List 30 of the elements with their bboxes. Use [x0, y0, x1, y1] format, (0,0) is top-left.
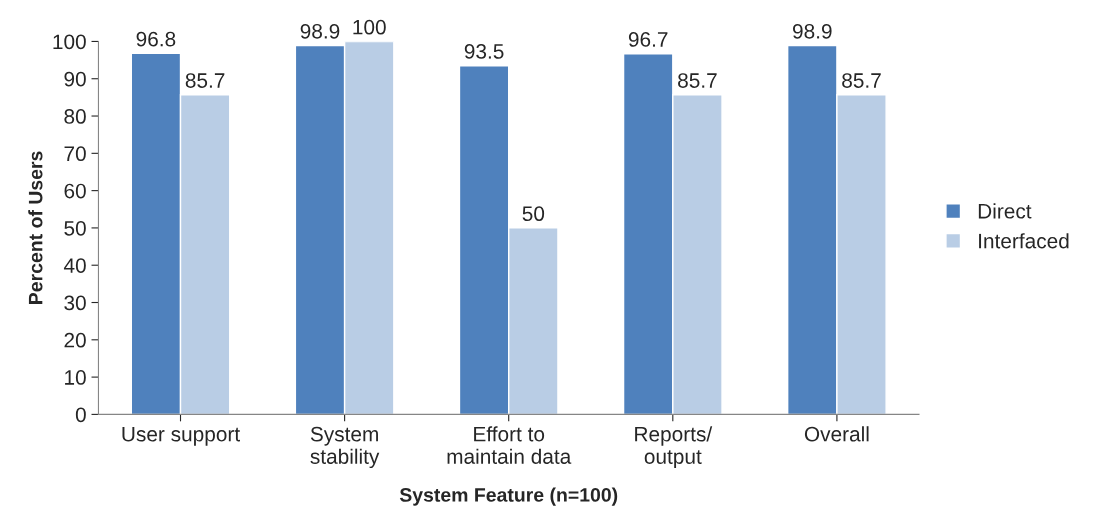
data-label: 96.8	[136, 31, 176, 47]
y-tick-label: 0	[75, 407, 86, 423]
data-label: 96.7	[628, 32, 668, 47]
x-tick-label: System stability	[310, 426, 380, 469]
x-tick-label: Effort to maintain data	[447, 426, 572, 464]
x-tick-label: User support	[122, 426, 240, 446]
x-tick-label: Reports/ output	[635, 426, 713, 469]
data-label: 85.7	[185, 73, 225, 88]
y-tick-label: 90	[64, 71, 86, 87]
data-label: 98.9	[300, 23, 340, 39]
y-tick-label: 40	[63, 258, 86, 273]
legend-label: Direct	[978, 203, 1032, 219]
data-label: 50	[522, 206, 545, 222]
y-axis-title: Percent of Users	[28, 151, 43, 304]
y-tick-label: 20	[64, 332, 86, 348]
y-tick-label: 60	[64, 183, 86, 199]
data-label: 100	[353, 19, 386, 35]
data-label: 85.7	[678, 73, 717, 88]
y-tick-label: 70	[64, 146, 86, 162]
data-label: 93.5	[464, 44, 504, 59]
legend-label: Interfaced	[979, 233, 1069, 249]
data-label: 98.9	[793, 23, 832, 39]
data-label: 85.7	[842, 73, 881, 88]
x-axis-title: System Feature (n=100)	[399, 487, 618, 506]
y-tick-label: 30	[64, 295, 86, 311]
x-tick-label: Overall	[804, 426, 869, 442]
y-tick-label: 80	[64, 109, 86, 124]
y-tick-label: 50	[64, 220, 86, 236]
y-tick-label: 10	[65, 370, 86, 385]
y-tick-label: 100	[53, 34, 86, 50]
